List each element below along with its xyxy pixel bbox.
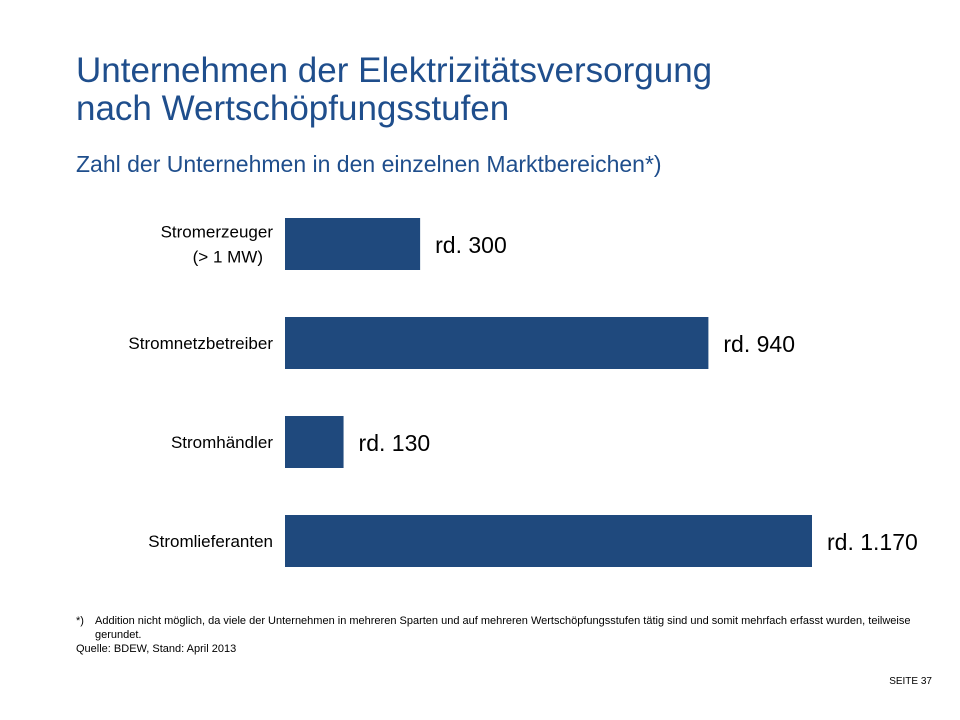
category-label-2: Stromhändler xyxy=(171,433,273,452)
footnote-block: *) Addition nicht möglich, da viele der … xyxy=(76,614,946,656)
data-label-1: rd. 940 xyxy=(723,331,795,357)
category-label-1: Stromnetzbetreiber xyxy=(128,334,273,353)
bar-chart: rd. 300 Stromerzeuger (> 1 MW) rd. 940 Strom… xyxy=(128,218,918,567)
category-label-3-line-0: Stromlieferanten xyxy=(148,532,273,551)
category-label-0-line-1: (> 1 MW) xyxy=(193,248,263,267)
title-line-1: Unternehmen der Elektrizitätsversorgung xyxy=(76,51,713,90)
data-label-2: rd. 130 xyxy=(359,430,431,456)
source-note: Quelle: BDEW, Stand: April 2013 xyxy=(76,643,237,655)
data-label-3: rd. 1.170 xyxy=(827,529,918,555)
category-label-0: Stromerzeuger (> 1 MW) xyxy=(161,223,274,267)
category-label-1-line-0: Stromnetzbetreiber xyxy=(128,334,273,353)
bar-0 xyxy=(285,218,421,270)
title-line-2: nach Wertschöpfungsstufen xyxy=(76,89,510,128)
bar-1 xyxy=(285,317,709,369)
footnote-text: Addition nicht möglich, da viele der Unt… xyxy=(95,615,911,641)
data-label-0: rd. 300 xyxy=(435,232,507,258)
footnote-mark: *) xyxy=(76,615,84,627)
bar-2 xyxy=(285,416,344,468)
category-label-3: Stromlieferanten xyxy=(148,532,273,551)
category-label-0-line-0: Stromerzeuger xyxy=(161,223,274,242)
page-number: SEITE 37 xyxy=(889,676,932,687)
chart-subtitle: Zahl der Unternehmen in den einzelnen Ma… xyxy=(76,151,662,177)
category-label-2-line-0: Stromhändler xyxy=(171,433,273,452)
page-title: Unternehmen der Elektrizitätsversorgung … xyxy=(76,52,936,128)
bar-3 xyxy=(285,515,812,567)
